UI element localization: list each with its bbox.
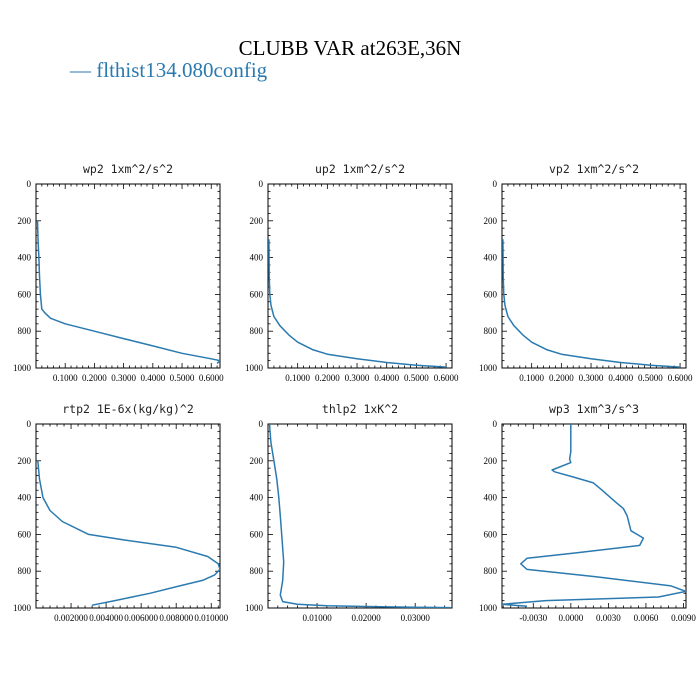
- x-tick-label: 0.2000: [549, 373, 574, 383]
- y-tick-label: 800: [18, 326, 32, 336]
- y-tick-label: 600: [250, 289, 264, 299]
- y-tick-label: 600: [484, 529, 498, 539]
- x-tick-label: 0.0030: [596, 613, 621, 623]
- y-tick-label: 0: [259, 179, 264, 189]
- panel-frame: [501, 423, 687, 609]
- x-tick-label: 0.02000: [352, 613, 382, 623]
- panel-frame: [501, 183, 687, 369]
- y-tick-label: 800: [18, 566, 32, 576]
- y-tick-label: 0: [27, 419, 32, 429]
- y-tick-label: 200: [18, 216, 32, 226]
- y-tick-label: 1000: [479, 603, 498, 613]
- series-line: [37, 460, 220, 606]
- y-tick-label: 400: [18, 253, 32, 263]
- series-line: [268, 424, 451, 608]
- x-tick-label: 0.004000: [89, 613, 123, 623]
- x-tick-label: -0.0030: [519, 613, 547, 623]
- series-line: [36, 220, 220, 364]
- panel-title: vp2 1xm^2/s^2: [549, 162, 639, 176]
- x-tick-label: 0.3000: [111, 373, 136, 383]
- x-tick-label: 0.1000: [285, 373, 310, 383]
- y-tick-label: 200: [484, 216, 498, 226]
- x-tick-label: 0.008000: [159, 613, 193, 623]
- x-tick-label: 0.01000: [302, 613, 332, 623]
- x-tick-label: 0.3000: [345, 373, 370, 383]
- y-tick-label: 1000: [13, 363, 32, 373]
- y-tick-label: 200: [250, 216, 264, 226]
- x-tick-label: 0.4000: [140, 373, 165, 383]
- x-tick-label: 0.6000: [434, 373, 459, 383]
- x-tick-label: 0.002000: [54, 613, 88, 623]
- panel-title: wp2 1xm^2/s^2: [83, 162, 173, 176]
- y-tick-label: 200: [250, 456, 264, 466]
- panel-2: up2 1xm^2/s^2 0 200 400 600 800 1000 0.1000 0.20…: [245, 162, 459, 383]
- panel-4: rtp2 1E-6x(kg/kg)^2 0 200 400 600 800 1000 0.00…: [13, 402, 229, 623]
- figure-title: CLUBB VAR at263E,36N: [238, 36, 462, 60]
- panel-1: wp2 1xm^2/s^2 0 200 400 600 800 1000 0.1000 0.20…: [13, 162, 224, 383]
- series-line: [268, 239, 447, 368]
- y-tick-label: 0: [259, 419, 264, 429]
- x-tick-label: 0.5000: [170, 373, 195, 383]
- x-tick-label: 0.6000: [668, 373, 693, 383]
- y-tick-label: 400: [484, 253, 498, 263]
- panel-frame: [267, 423, 453, 609]
- y-tick-label: 600: [18, 529, 32, 539]
- y-tick-label: 200: [484, 456, 498, 466]
- x-tick-label: 0.03000: [401, 613, 431, 623]
- panel-frame: [35, 423, 221, 609]
- y-tick-label: 400: [484, 493, 498, 503]
- x-tick-label: 0.4000: [608, 373, 633, 383]
- y-tick-label: 800: [250, 326, 264, 336]
- panel-title: wp3 1xm^3/s^3: [549, 402, 639, 416]
- y-tick-label: 400: [18, 493, 32, 503]
- x-tick-label: 0.010000: [194, 613, 228, 623]
- x-tick-label: 0.6000: [199, 373, 224, 383]
- series-line: [502, 424, 686, 607]
- x-tick-label: 0.0060: [634, 613, 659, 623]
- y-tick-label: 400: [250, 493, 264, 503]
- x-tick-label: 0.5000: [638, 373, 663, 383]
- x-tick-label: 0.3000: [579, 373, 604, 383]
- x-tick-label: 0.1000: [519, 373, 544, 383]
- y-tick-label: 600: [250, 529, 264, 539]
- y-tick-label: 200: [18, 456, 32, 466]
- y-tick-label: 1000: [245, 363, 264, 373]
- y-tick-label: 600: [484, 289, 498, 299]
- x-tick-label: 0.006000: [124, 613, 158, 623]
- y-tick-label: 800: [484, 566, 498, 576]
- series-line: [502, 239, 681, 368]
- y-tick-label: 800: [484, 326, 498, 336]
- y-tick-label: 0: [493, 419, 498, 429]
- x-tick-label: 0.0000: [558, 613, 583, 623]
- panel-frame: [35, 183, 221, 369]
- panel-6: wp3 1xm^3/s^3 0 200 400 600 800 1000 -0.0030 0.0…: [479, 402, 696, 623]
- x-tick-label: 0.0090: [671, 613, 696, 623]
- panel-title: rtp2 1E-6x(kg/kg)^2: [62, 402, 194, 416]
- y-tick-label: 600: [18, 289, 32, 299]
- legend-entry: — flthist134.080config: [70, 58, 268, 82]
- y-tick-label: 400: [250, 253, 264, 263]
- y-tick-label: 0: [493, 179, 498, 189]
- panel-5: thlp2 1xK^2 0 200 400 600 800 1000 0.01000 0.020…: [245, 402, 453, 623]
- y-tick-label: 1000: [245, 603, 264, 613]
- x-tick-label: 0.2000: [82, 373, 107, 383]
- y-tick-label: 1000: [13, 603, 32, 613]
- panel-frame: [267, 183, 453, 369]
- y-tick-label: 0: [27, 179, 32, 189]
- x-tick-label: 0.4000: [374, 373, 399, 383]
- x-tick-label: 0.1000: [53, 373, 78, 383]
- y-tick-label: 1000: [479, 363, 498, 373]
- panel-3: vp2 1xm^2/s^2 0 200 400 600 800 1000 0.1000 0.20…: [479, 162, 693, 383]
- y-tick-label: 800: [250, 566, 264, 576]
- panel-title: thlp2 1xK^2: [322, 402, 398, 416]
- x-tick-label: 0.5000: [404, 373, 429, 383]
- panel-title: up2 1xm^2/s^2: [315, 162, 405, 176]
- x-tick-label: 0.2000: [315, 373, 340, 383]
